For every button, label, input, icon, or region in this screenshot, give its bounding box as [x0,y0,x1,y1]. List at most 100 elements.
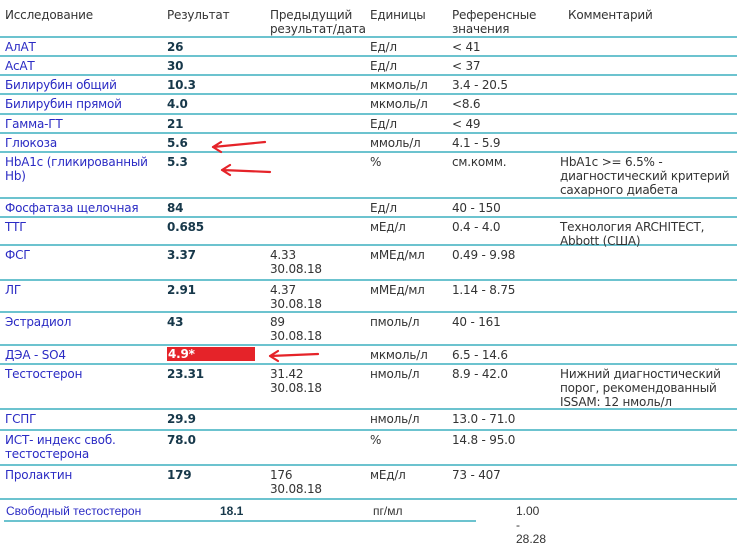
reference-range: 4.1 - 5.9 [452,136,501,150]
previous-result: 4.37 30.08.18 [270,283,322,311]
result-value: 21 [167,117,184,131]
result-value: 78.0 [167,433,196,447]
table-row: АлАТ 26 Ед/л < 41 [0,37,737,57]
table-row-free-testosterone: Свободный тестостерон 18.1 пг/мл 1.00 - … [4,500,546,546]
reference-range: 0.49 - 9.98 [452,248,516,262]
units: мЕд/л [370,220,406,234]
result-value: 30 [167,59,184,73]
test-name: АсАТ [5,59,35,73]
units: мкмоль/л [370,97,428,111]
reference-range: 1.14 - 8.75 [452,283,516,297]
last-name: Свободный тестостерон [6,504,142,518]
units: мкмоль/л [370,78,428,92]
previous-result: 4.33 30.08.18 [270,248,322,276]
units: нмоль/л [370,412,420,426]
table-row: Фосфатаза щелочная 84 Ед/л 40 - 150 [0,198,737,218]
previous-result: 176 30.08.18 [270,468,322,496]
reference-range: 8.9 - 42.0 [452,367,508,381]
result-value: 26 [167,40,184,54]
units: нмоль/л [370,367,420,381]
test-name: Билирубин прямой [5,97,122,111]
header-result: Результат [167,8,230,22]
result-value-flagged: 4.9* [167,347,255,361]
test-name: Фосфатаза щелочная [5,201,139,215]
test-name: Гамма-ГТ [5,117,63,131]
test-name: HbA1c (гликированный Hb) [5,155,148,183]
result-value: 23.31 [167,367,204,381]
test-name: ИСТ- индекс своб. тестостерона [5,433,116,461]
table-row: ГСПГ 29.9 нмоль/л 13.0 - 71.0 [0,409,737,431]
units: Ед/л [370,40,397,54]
last-units: пг/мл [373,504,403,518]
table-row: Билирубин общий 10.3 мкмоль/л 3.4 - 20.5 [0,75,737,95]
reference-range: 40 - 161 [452,315,501,329]
reference-range: 73 - 407 [452,468,501,482]
table-row: HbA1c (гликированный Hb) 5.3% см.комм. HbA1… [0,152,737,199]
header-units: Единицы [370,8,426,22]
last-result: 18.1 [220,504,244,518]
result-value: 43 [167,315,184,329]
units: % [370,433,382,447]
comment: Нижний диагностический порог, рекомендов… [560,367,721,409]
units: мЕд/л [370,468,406,482]
reference-range: 0.4 - 4.0 [452,220,501,234]
last-reference: 1.00 - 28.28 [516,504,547,546]
header-reference: Референсные значения [452,8,537,36]
units: мМЕд/мл [370,283,425,297]
test-name: ТТГ [5,220,27,234]
result-value: 84 [167,201,184,215]
units: Ед/л [370,59,397,73]
table-row: Эстрадиол 43 89 30.08.18 пмоль/л 40 - 161 [0,312,737,346]
comment: Технология ARCHITECT, Abbott (США) [560,220,705,248]
result-value: 179 [167,468,192,482]
header-previous: Предыдущий результат/дата [270,8,366,36]
table-row: ТТГ 0.685 мЕд/л 0.4 - 4.0 Технология ARCHITE… [0,217,737,248]
table-row: Билирубин прямой 4.0 мкмоль/л <8.6 [0,94,737,115]
result-value: 4.0 [167,97,188,111]
units: Ед/л [370,117,397,131]
reference-range: см.комм. [452,155,507,169]
result-value: 5.3 [167,155,188,169]
reference-range: 13.0 - 71.0 [452,412,516,426]
test-name: АлАТ [5,40,36,54]
table-row: Пролактин 179 176 30.08.18 мЕд/л 73 - 407 [0,465,737,500]
table-row: ИСТ- индекс своб. тестостерона 78.0% 14.8 … [0,430,737,466]
header-name: Исследование [5,8,93,22]
header-comment: Комментарий [568,8,653,22]
test-name: Тестостерон [5,367,83,381]
result-value: 0.685 [167,220,204,234]
result-value: 5.6 [167,136,188,150]
result-value: 29.9 [167,412,196,426]
previous-result: 31.42 30.08.18 [270,367,322,395]
test-name: Билирубин общий [5,78,117,92]
test-name: ДЭА - SO4 [5,348,66,362]
reference-range: 3.4 - 20.5 [452,78,508,92]
table-row: ДЭА - SO4 4.9* мкмоль/л 6.5 - 14.6 [0,345,737,365]
result-value: 3.37 [167,248,196,262]
test-name: ЛГ [5,283,21,297]
reference-range: < 49 [452,117,481,131]
units: ммоль/л [370,136,421,150]
test-name: ГСПГ [5,412,37,426]
reference-range: 14.8 - 95.0 [452,433,516,447]
result-value: 2.91 [167,283,196,297]
units: мМЕд/мл [370,248,425,262]
table-row: ЛГ 2.91 4.37 30.08.18 мМЕд/мл 1.14 - 8.75 [0,280,737,313]
units: мкмоль/л [370,348,428,362]
test-name: Глюкоза [5,136,58,150]
reference-range: <8.6 [452,97,481,111]
reference-range: < 41 [452,40,481,54]
units: % [370,155,382,169]
reference-range: 40 - 150 [452,201,501,215]
previous-result: 89 30.08.18 [270,315,322,343]
units: Ед/л [370,201,397,215]
reference-range: < 37 [452,59,481,73]
comment: HbA1c >= 6.5% - диагностический критерий… [560,155,730,197]
table-row: АсАТ 30 Ед/л < 37 [0,56,737,76]
table-row: ФСГ 3.37 4.33 30.08.18 мМЕд/мл 0.49 - 9.98 [0,245,737,281]
reference-range: 6.5 - 14.6 [452,348,508,362]
table-row: Гамма-ГТ 21 Ед/л < 49 [0,114,737,134]
table-row: Глюкоза 5.6 ммоль/л 4.1 - 5.9 [0,133,737,153]
test-name: Пролактин [5,468,73,482]
test-name: Эстрадиол [5,315,72,329]
